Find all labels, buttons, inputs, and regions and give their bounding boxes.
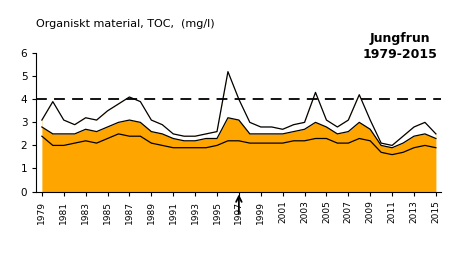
Text: Organiskt material, TOC,  (mg/l): Organiskt material, TOC, (mg/l) — [36, 19, 215, 29]
Text: Jungfrun
1979-2015: Jungfrun 1979-2015 — [363, 32, 437, 61]
